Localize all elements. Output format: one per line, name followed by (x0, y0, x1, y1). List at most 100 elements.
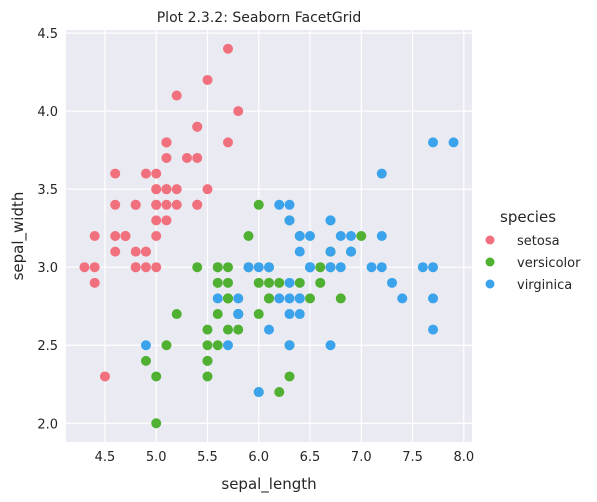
data-point (140, 246, 151, 257)
data-point (284, 277, 295, 288)
data-point (335, 293, 346, 304)
data-point (151, 199, 162, 210)
data-point (222, 340, 233, 351)
data-point (274, 387, 285, 398)
x-tick-label: 6.0 (248, 450, 269, 465)
data-point (428, 137, 439, 148)
legend-label: virginica (517, 278, 572, 293)
data-points (79, 43, 459, 429)
data-point (171, 90, 182, 101)
data-point (233, 324, 244, 335)
data-point (110, 199, 121, 210)
data-point (192, 199, 203, 210)
data-point (222, 277, 233, 288)
data-point (294, 277, 305, 288)
data-point (212, 262, 223, 273)
x-tick-label: 7.5 (402, 450, 423, 465)
y-axis-ticks: 2.0 2.5 3.0 3.5 4.0 4.5 (37, 27, 58, 432)
data-point (99, 371, 110, 382)
data-point (233, 106, 244, 117)
data-point (140, 168, 151, 179)
legend-label: versicolor (517, 256, 581, 271)
data-point (161, 340, 172, 351)
data-point (294, 231, 305, 241)
data-point (284, 199, 295, 210)
data-point (89, 231, 100, 241)
data-point (161, 152, 172, 163)
legend-marker (485, 235, 495, 245)
data-point (89, 262, 100, 273)
data-point (346, 246, 357, 257)
legend-marker (485, 279, 495, 289)
data-point (171, 199, 182, 210)
data-point (79, 262, 90, 273)
data-point (140, 340, 151, 351)
data-point (253, 387, 264, 398)
data-point (335, 262, 346, 273)
data-point (264, 324, 274, 335)
data-point (130, 262, 141, 273)
legend-title: species (500, 208, 556, 226)
data-point (130, 199, 141, 210)
data-point (161, 215, 172, 226)
y-tick-label: 3.5 (37, 183, 58, 198)
data-point (120, 231, 131, 241)
data-point (222, 43, 233, 54)
data-point (325, 262, 336, 273)
data-point (140, 262, 151, 273)
legend: species setosa versicolor virginica (485, 208, 581, 293)
data-point (202, 324, 213, 335)
y-tick-label: 2.0 (37, 417, 58, 432)
data-point (264, 277, 274, 288)
data-point (294, 309, 305, 320)
data-point (161, 137, 172, 148)
data-point (284, 340, 295, 351)
data-point (171, 309, 182, 320)
data-point (253, 262, 264, 273)
data-point (376, 231, 387, 241)
data-point (222, 262, 233, 273)
data-point (274, 293, 285, 304)
data-point (151, 184, 162, 195)
legend-marker (485, 257, 495, 267)
y-tick-label: 3.0 (37, 261, 58, 276)
data-point (294, 246, 305, 257)
data-point (325, 246, 336, 257)
x-tick-label: 5.5 (197, 450, 218, 465)
data-point (376, 262, 387, 273)
legend-label: setosa (517, 234, 560, 249)
y-axis-title: sepal_width (9, 192, 28, 281)
data-point (325, 340, 336, 351)
y-tick-label: 4.5 (37, 27, 58, 42)
data-point (274, 277, 285, 288)
data-point (284, 215, 295, 226)
x-tick-label: 5.0 (146, 450, 167, 465)
data-point (264, 262, 274, 273)
chart-title: Plot 2.3.2: Seaborn FacetGrid (157, 10, 362, 26)
data-point (315, 277, 326, 288)
data-point (387, 277, 398, 288)
data-point (222, 293, 233, 304)
data-point (253, 277, 264, 288)
data-point (151, 418, 162, 429)
data-point (284, 309, 295, 320)
data-point (325, 215, 336, 226)
data-point (284, 371, 295, 382)
data-point (192, 152, 203, 163)
series-virginica (140, 137, 459, 398)
data-point (376, 168, 387, 179)
data-point (346, 231, 357, 241)
data-point (253, 199, 264, 210)
data-point (89, 277, 100, 288)
data-point (222, 324, 233, 335)
x-tick-label: 4.5 (95, 450, 116, 465)
data-point (151, 371, 162, 382)
data-point (274, 199, 285, 210)
data-point (366, 262, 377, 273)
data-point (222, 137, 233, 148)
x-tick-label: 7.0 (351, 450, 372, 465)
data-point (202, 355, 213, 366)
data-point (202, 74, 213, 85)
data-point (253, 309, 264, 320)
